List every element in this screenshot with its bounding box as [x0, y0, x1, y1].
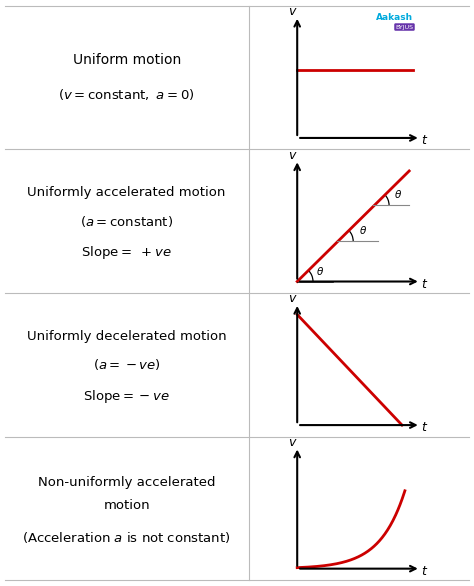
Text: $t$: $t$	[421, 134, 428, 147]
Text: $v$: $v$	[288, 149, 298, 162]
Text: (Acceleration $a$ is not constant): (Acceleration $a$ is not constant)	[22, 530, 231, 544]
Text: motion: motion	[103, 499, 150, 512]
Text: $v$: $v$	[288, 436, 298, 449]
Text: $\theta$: $\theta$	[359, 224, 367, 236]
Text: $(a = -ve)$: $(a = -ve)$	[93, 357, 161, 372]
Text: $(a = \mathrm{constant})$: $(a = \mathrm{constant})$	[80, 214, 173, 229]
Text: $\mathrm{Slope} = \ +ve$: $\mathrm{Slope} = \ +ve$	[81, 244, 172, 261]
Text: $v$: $v$	[288, 292, 298, 305]
Text: Uniform motion: Uniform motion	[73, 53, 181, 67]
Text: Uniformly accelerated motion: Uniformly accelerated motion	[27, 186, 226, 199]
Text: $t$: $t$	[421, 421, 428, 434]
Text: $v$: $v$	[288, 5, 298, 18]
Text: Aakash: Aakash	[376, 13, 413, 22]
Text: Non-uniformly accelerated: Non-uniformly accelerated	[38, 476, 215, 489]
Text: $(v = \mathrm{constant},\ a = 0)$: $(v = \mathrm{constant},\ a = 0)$	[58, 87, 195, 103]
Text: $t$: $t$	[421, 278, 428, 291]
Text: Uniformly decelerated motion: Uniformly decelerated motion	[27, 329, 227, 343]
Text: $\mathrm{Slope} = -ve$: $\mathrm{Slope} = -ve$	[83, 388, 170, 405]
Text: $\theta$: $\theta$	[393, 188, 402, 200]
Text: $t$: $t$	[421, 565, 428, 578]
Text: BYJUS: BYJUS	[395, 25, 413, 29]
Text: $\theta$: $\theta$	[316, 265, 324, 277]
